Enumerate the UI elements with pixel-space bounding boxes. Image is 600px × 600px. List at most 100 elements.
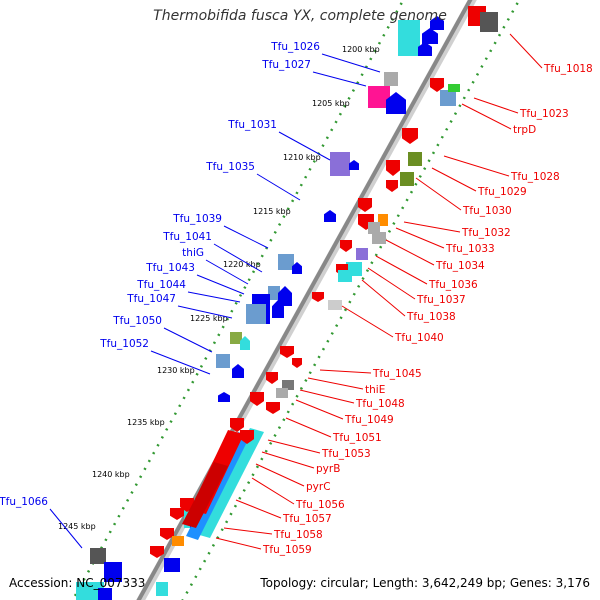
forward-gene-feature[interactable] [240,336,250,350]
reverse-gene-label[interactable]: Tfu_1023 [519,108,569,120]
reverse-gene-feature[interactable] [408,152,422,166]
forward-gene-feature[interactable] [384,72,398,86]
reverse-gene-feature[interactable] [328,300,342,310]
forward-gene-feature[interactable] [422,28,438,44]
reverse-gene-feature[interactable] [440,90,456,106]
reverse-gene-feature[interactable] [386,160,400,176]
forward-tick-track [71,0,405,600]
reverse-gene-feature[interactable] [230,418,244,432]
reverse-gene-label[interactable]: Tfu_1029 [477,186,527,198]
forward-gene-feature[interactable] [76,582,104,600]
forward-gene-label[interactable]: Tfu_1043 [145,262,195,274]
forward-gene-label[interactable]: Tfu_1050 [112,315,162,327]
forward-gene-feature[interactable] [98,588,112,600]
forward-gene-label[interactable]: Tfu_1031 [227,119,277,131]
reverse-gene-feature[interactable] [156,582,168,596]
reverse-gene-feature[interactable] [386,180,398,192]
reverse-gene-feature[interactable] [356,248,368,260]
forward-gene-feature[interactable] [268,286,280,300]
forward-gene-feature[interactable] [272,300,284,318]
reverse-gene-feature[interactable] [250,392,264,406]
forward-gene-feature[interactable] [232,364,244,378]
reverse-gene-label[interactable]: Tfu_1040 [394,332,444,344]
reverse-gene-feature[interactable] [266,402,280,414]
reverse-gene-feature[interactable] [358,198,372,212]
forward-gene-label[interactable]: Tfu_1035 [205,161,255,173]
forward-gene-label[interactable]: Tfu_1039 [172,213,222,225]
reverse-gene-feature[interactable] [170,508,184,520]
reverse-gene-label[interactable]: Tfu_1053 [321,448,371,460]
reverse-gene-label[interactable]: Tfu_1033 [445,243,495,255]
forward-gene-label[interactable]: Tfu_1052 [99,338,149,350]
forward-gene-label[interactable]: Tfu_1027 [261,59,311,71]
reverse-gene-feature[interactable] [372,232,386,244]
reverse-gene-label[interactable]: Tfu_1028 [510,171,560,183]
reverse-gene-feature[interactable] [240,430,254,444]
forward-gene-label[interactable]: Tfu_1066 [0,496,48,508]
reverse-gene-feature[interactable] [160,528,174,540]
reverse-gene-label[interactable]: Tfu_1048 [355,398,405,410]
reverse-gene-label[interactable]: Tfu_1032 [461,227,511,239]
reverse-label-leader [299,389,355,404]
forward-gene-feature[interactable] [324,210,336,222]
forward-gene-feature[interactable] [398,20,420,56]
reverse-gene-label[interactable]: Tfu_1058 [273,529,323,541]
reverse-gene-feature[interactable] [266,372,278,384]
reverse-gene-label[interactable]: Tfu_1034 [435,260,485,272]
forward-gene-feature[interactable] [349,160,359,170]
reverse-gene-label[interactable]: Tfu_1057 [282,513,332,525]
reverse-gene-feature[interactable] [182,462,228,528]
reverse-gene-feature[interactable] [448,84,460,92]
forward-gene-feature[interactable] [278,254,294,270]
reverse-gene-feature[interactable] [172,536,184,546]
reverse-gene-feature[interactable] [276,388,288,398]
forward-gene-feature[interactable] [386,92,406,114]
forward-gene-feature[interactable] [246,304,266,324]
reverse-gene-label[interactable]: Tfu_1049 [344,414,394,426]
forward-gene-feature[interactable] [216,354,230,368]
reverse-gene-label[interactable]: Tfu_1037 [416,294,466,306]
forward-gene-label[interactable]: Tfu_1026 [270,41,320,53]
reverse-gene-label[interactable]: Tfu_1038 [406,311,456,323]
forward-gene-feature[interactable] [90,548,106,564]
forward-gene-feature[interactable] [292,262,302,274]
forward-gene-label[interactable]: Tfu_1041 [162,231,212,243]
reverse-gene-feature[interactable] [280,346,294,358]
reverse-gene-feature[interactable] [430,78,444,92]
reverse-gene-feature[interactable] [312,292,324,302]
reverse-gene-feature[interactable] [368,222,380,234]
reverse-gene-feature[interactable] [164,558,180,572]
reverse-gene-label[interactable]: Tfu_1036 [428,279,478,291]
reverse-gene-label[interactable]: pyrC [306,481,331,493]
forward-gene-label[interactable]: Tfu_1047 [126,293,176,305]
forward-gene-feature[interactable] [218,392,230,402]
reverse-gene-label[interactable]: Tfu_1056 [295,499,345,511]
forward-gene-feature[interactable] [418,42,432,56]
reverse-gene-feature[interactable] [282,380,294,390]
reverse-gene-label[interactable]: Tfu_1030 [462,205,512,217]
reverse-gene-label[interactable]: pyrB [316,463,340,475]
reverse-gene-label[interactable]: Tfu_1045 [372,368,422,380]
reverse-gene-label[interactable]: thiE [365,384,385,396]
forward-gene-label[interactable]: thiG [182,247,204,259]
forward-gene-feature[interactable] [430,16,444,30]
reverse-gene-feature[interactable] [150,546,164,558]
forward-gene-feature[interactable] [368,86,390,108]
forward-gene-feature[interactable] [230,332,242,344]
reverse-gene-feature[interactable] [338,270,352,282]
reverse-gene-label[interactable]: Tfu_1051 [332,432,382,444]
reverse-gene-feature[interactable] [400,172,414,186]
reverse-gene-feature[interactable] [480,12,498,32]
reverse-gene-label[interactable]: Tfu_1059 [262,544,312,556]
forward-gene-feature[interactable] [278,286,292,306]
forward-gene-label[interactable]: Tfu_1044 [136,279,186,291]
reverse-gene-feature[interactable] [402,128,418,144]
reverse-gene-label[interactable]: trpD [513,124,536,136]
reverse-gene-label[interactable]: Tfu_1018 [543,63,593,75]
reverse-gene-feature[interactable] [378,214,388,226]
reverse-gene-feature[interactable] [292,358,302,368]
forward-gene-feature[interactable] [196,428,264,538]
forward-gene-feature[interactable] [330,152,350,176]
forward-gene-feature[interactable] [104,562,122,582]
reverse-gene-feature[interactable] [340,240,352,252]
